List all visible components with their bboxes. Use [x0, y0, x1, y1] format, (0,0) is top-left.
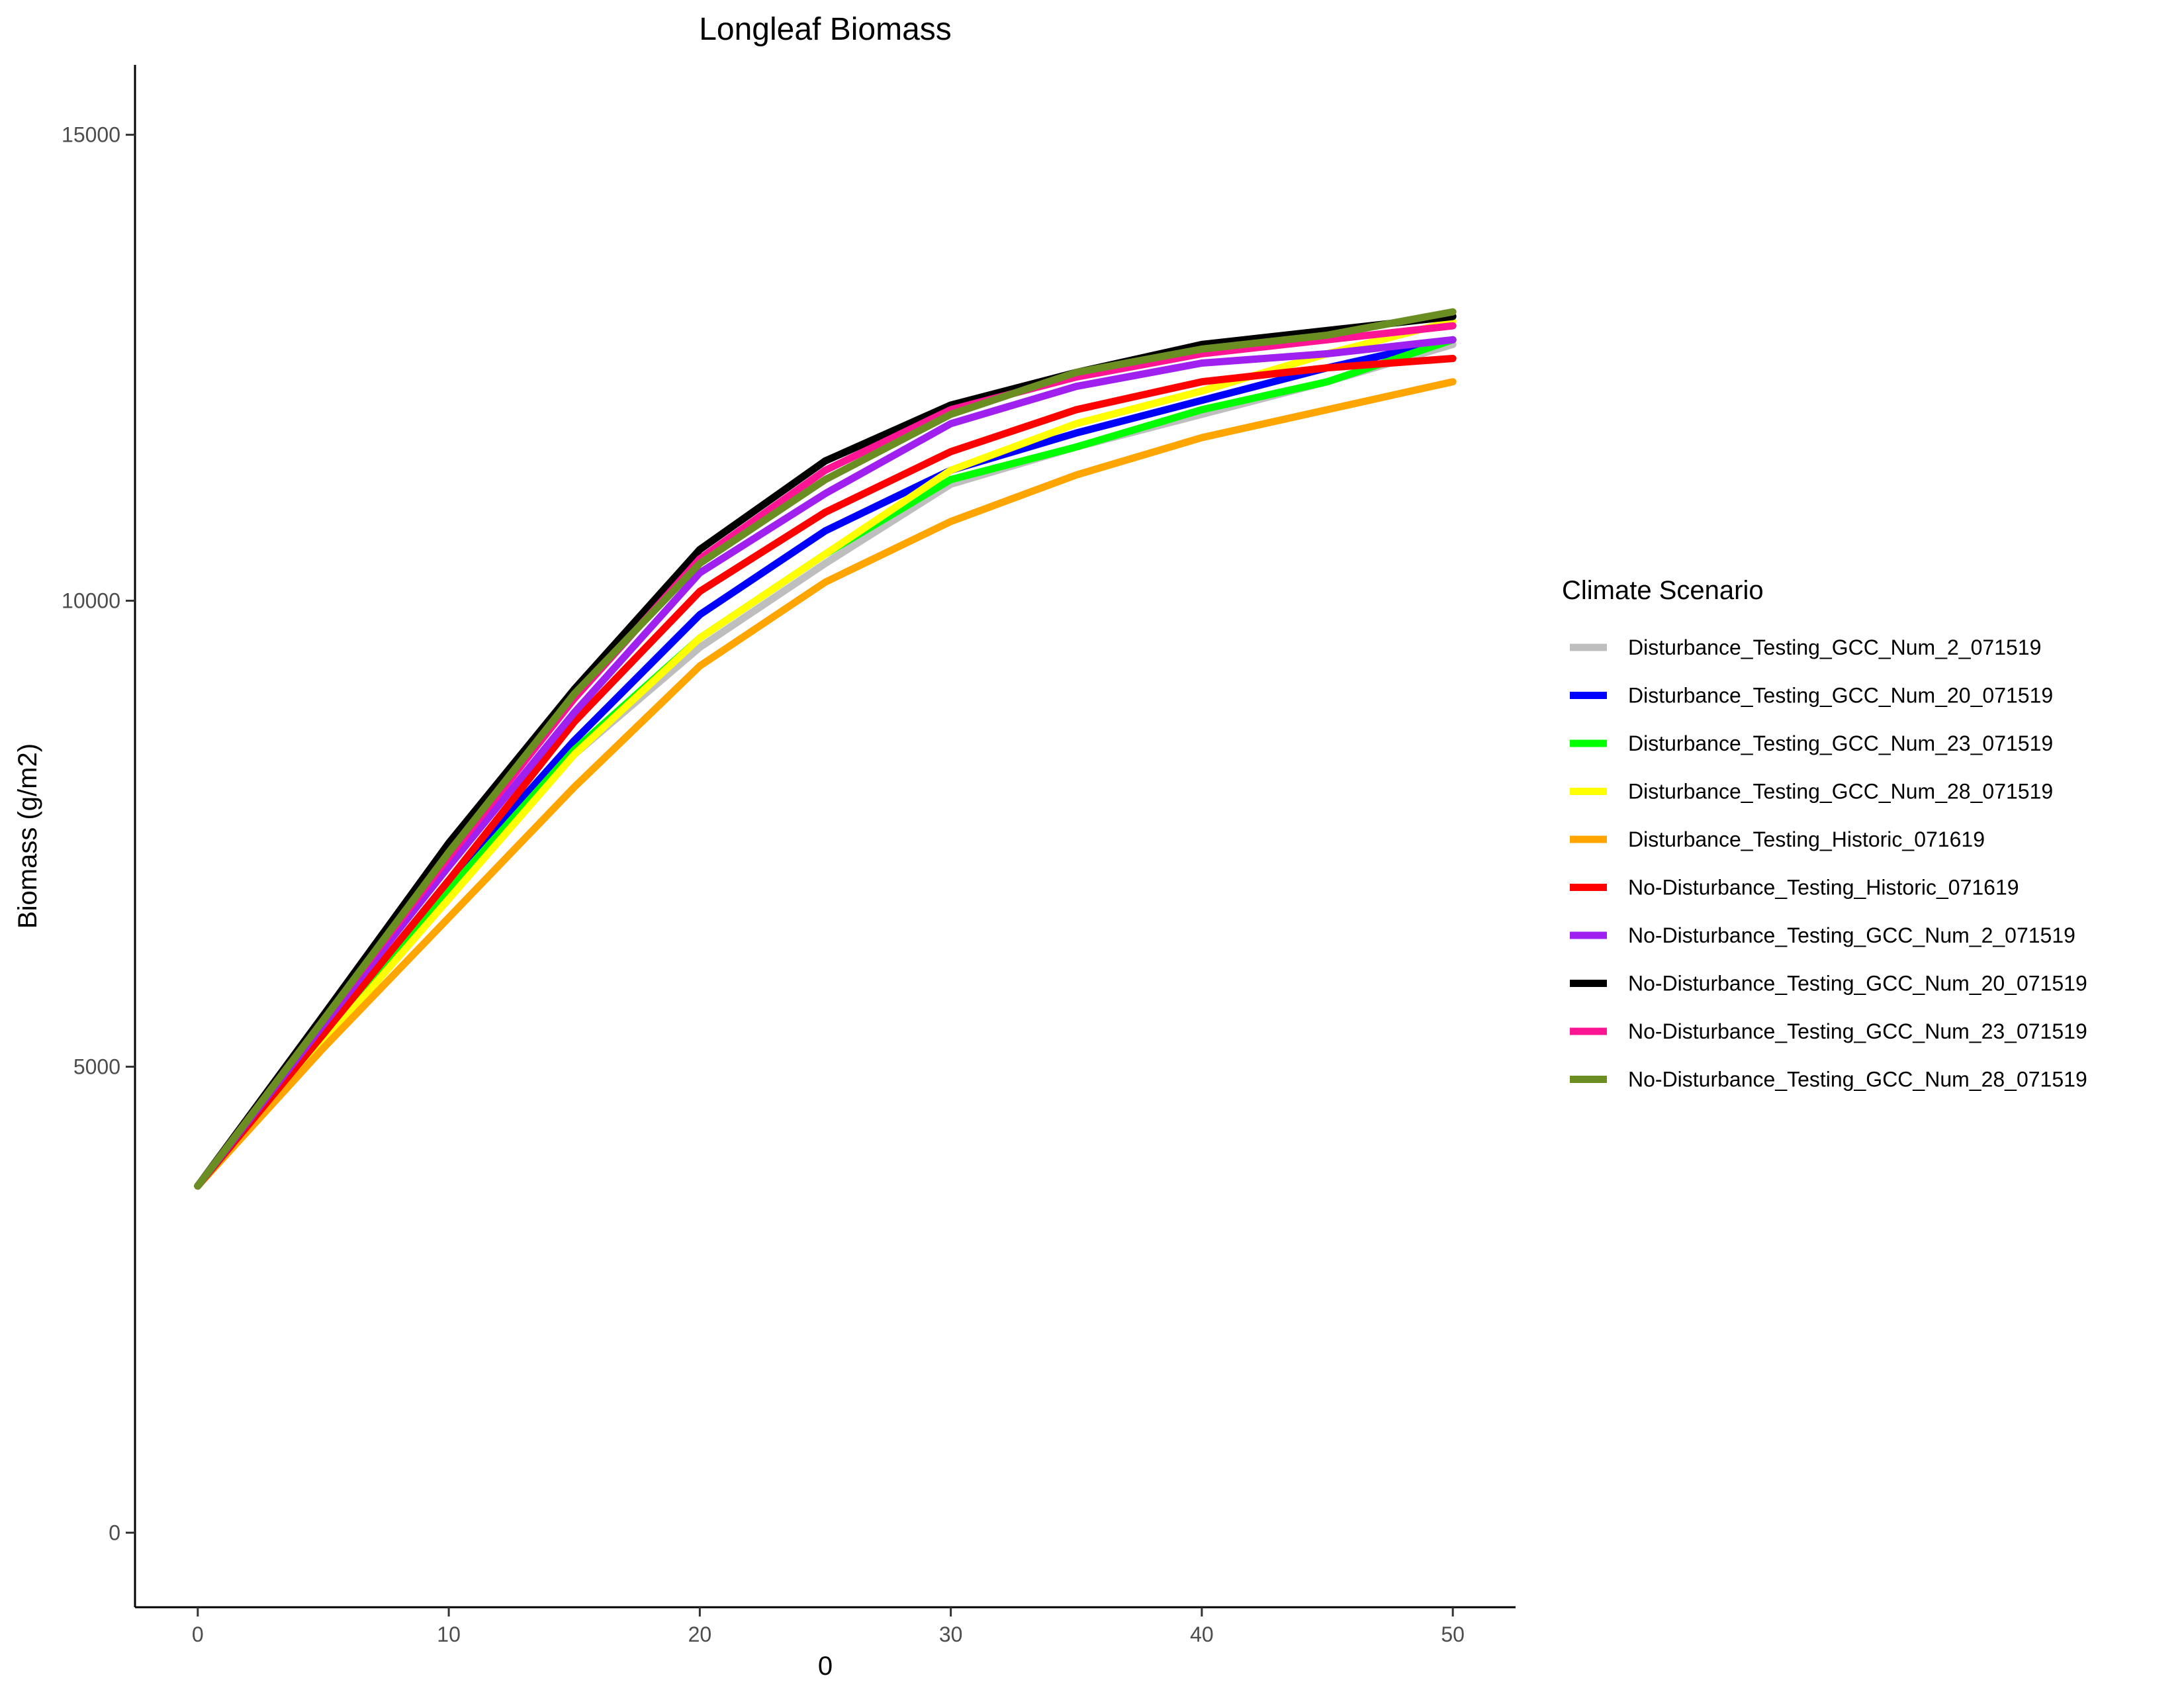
- y-tick-label: 10000: [62, 589, 120, 613]
- x-tick-label: 0: [192, 1622, 204, 1646]
- x-tick-label: 50: [1441, 1622, 1465, 1646]
- y-tick-label: 15000: [62, 123, 120, 147]
- legend-label: No-Disturbance_Testing_GCC_Num_2_071519: [1628, 923, 2075, 947]
- x-tick-label: 10: [437, 1622, 461, 1646]
- legend-label: Disturbance_Testing_GCC_Num_2_071519: [1628, 635, 2041, 659]
- legend-label: No-Disturbance_Testing_GCC_Num_20_071519: [1628, 972, 2087, 996]
- series-line-9: [194, 322, 1457, 1190]
- y-axis-title: Biomass (g/m2): [13, 743, 42, 929]
- x-ticks: 0 10 20 30 40 50: [192, 1607, 1465, 1646]
- series-line-7: [194, 336, 1457, 1190]
- x-tick-label: 30: [939, 1622, 963, 1646]
- chart-title: Longleaf Biomass: [699, 12, 952, 47]
- legend-label: No-Disturbance_Testing_Historic_071619: [1628, 876, 2019, 900]
- series-line-8: [194, 312, 1457, 1190]
- series-line-5: [194, 378, 1457, 1190]
- legend-label: No-Disturbance_Testing_GCC_Num_23_071519: [1628, 1019, 2087, 1043]
- x-tick-label: 40: [1190, 1622, 1214, 1646]
- legend-title: Climate Scenario: [1562, 576, 1764, 605]
- legend-label: Disturbance_Testing_GCC_Num_20_071519: [1628, 684, 2053, 708]
- series-line-6: [194, 355, 1457, 1190]
- y-ticks: 0 5000 10000 15000: [62, 123, 135, 1544]
- x-axis-title: 0: [818, 1652, 833, 1681]
- series-layer: [194, 308, 1457, 1190]
- y-tick-label: 5000: [73, 1055, 120, 1078]
- series-line-4: [194, 317, 1457, 1190]
- legend-label: Disturbance_Testing_Historic_071619: [1628, 827, 1985, 851]
- legend-label: No-Disturbance_Testing_GCC_Num_28_071519: [1628, 1068, 2087, 1092]
- series-line-10: [194, 308, 1457, 1190]
- legend: Climate Scenario Disturbance_Testing_GCC…: [1562, 576, 2087, 1092]
- x-tick-label: 20: [688, 1622, 712, 1646]
- y-tick-label: 0: [109, 1521, 120, 1544]
- legend-label: Disturbance_Testing_GCC_Num_28_071519: [1628, 780, 2053, 804]
- legend-label: Disturbance_Testing_GCC_Num_23_071519: [1628, 731, 2053, 755]
